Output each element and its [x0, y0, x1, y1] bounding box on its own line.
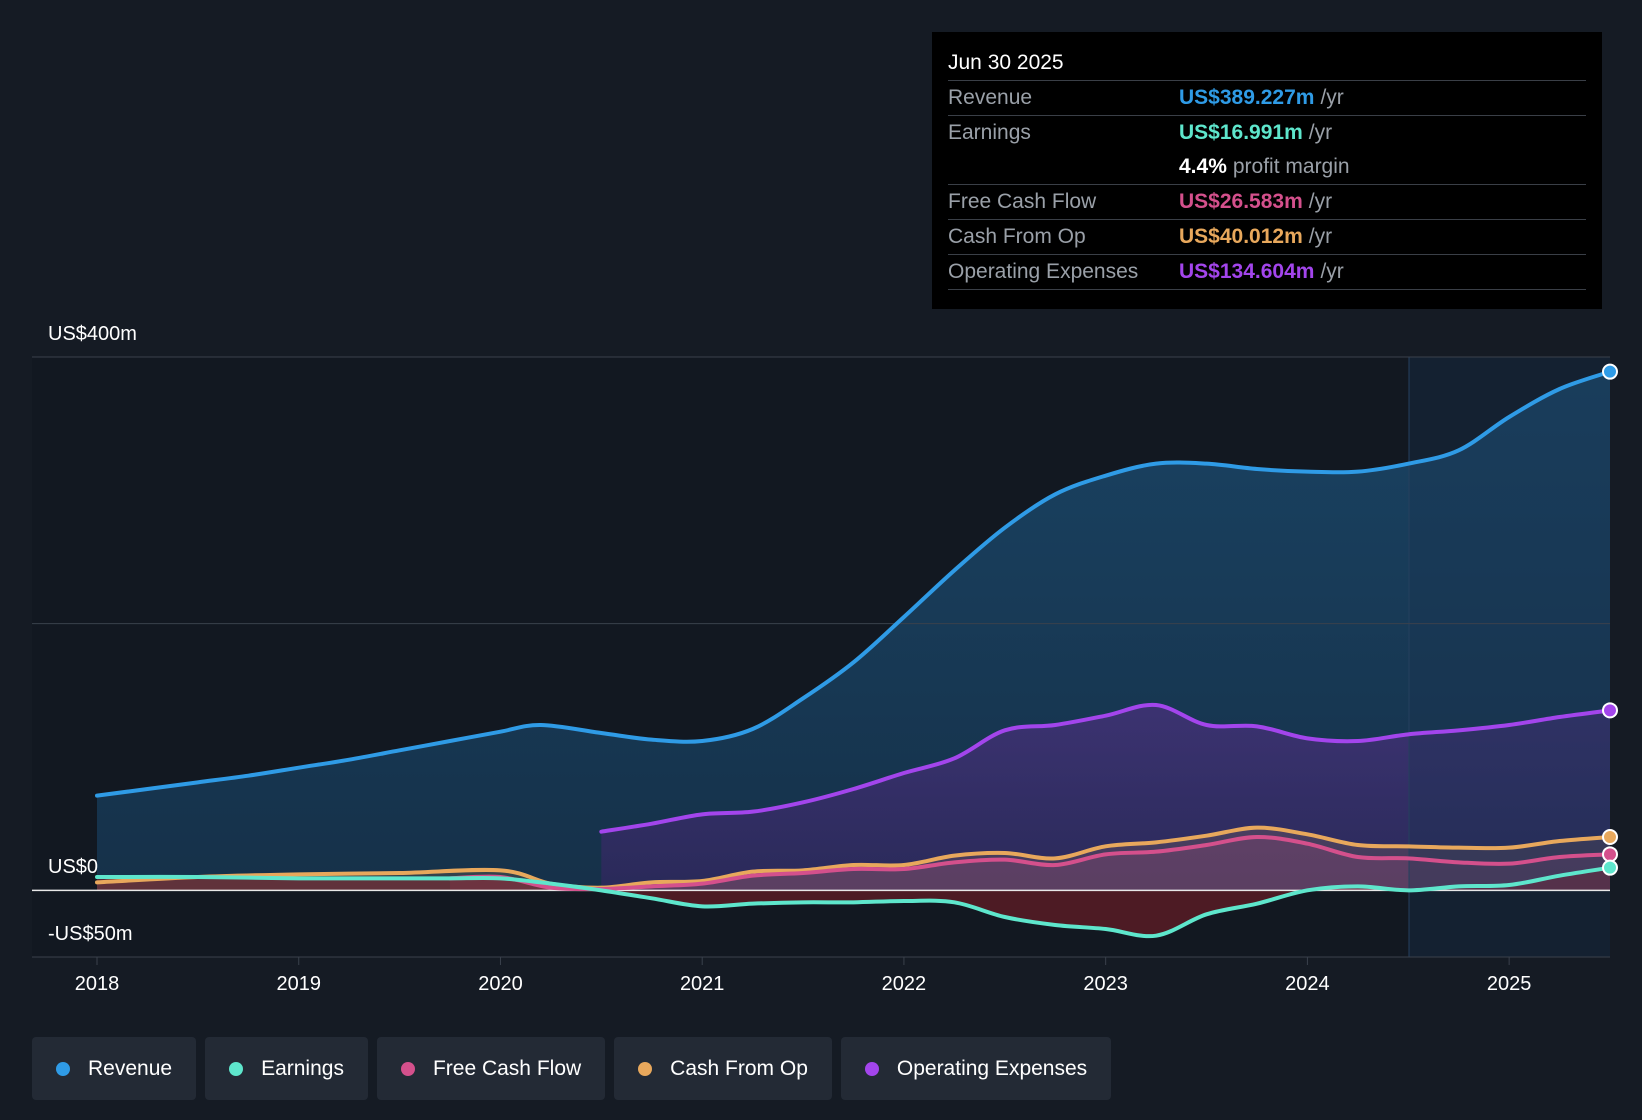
cash-from-op-area — [97, 827, 1610, 891]
series-end-dots — [1602, 363, 1618, 876]
operating-expenses-end-dot — [1602, 702, 1618, 719]
legend-dot-icon — [56, 1061, 70, 1076]
x-tick-label: 2018 — [75, 973, 120, 995]
x-tick-label: 2021 — [680, 973, 725, 995]
tooltip-label: Free Cash Flow — [948, 190, 1097, 213]
legend-item-earnings[interactable]: Earnings — [205, 1037, 368, 1100]
tooltip-row-profit-margin: 4.4% profit margin — [948, 150, 1586, 184]
legend-dot-icon — [864, 1061, 879, 1076]
tooltip-label: Operating Expenses — [948, 260, 1139, 283]
x-tick-label: 2024 — [1285, 973, 1330, 995]
tooltip-unit: /yr — [1320, 86, 1344, 109]
legend-dot-icon — [400, 1061, 415, 1076]
tooltip-value: US$40.012m — [1179, 225, 1303, 248]
forecast-shade — [1409, 357, 1610, 957]
x-tick-label: 2025 — [1487, 973, 1532, 995]
chart-area: US$400m US$0 -US$50m 2018 2019 2020 2021 202… — [32, 323, 1618, 995]
legend-item-free-cash-flow[interactable]: Free Cash Flow — [376, 1037, 606, 1100]
tooltip-value: 4.4% — [1179, 155, 1227, 178]
y-label-top: US$400m — [48, 323, 137, 345]
tooltip-row-operating-expenses: Operating Expenses US$134.604m /yr — [948, 255, 1586, 290]
tooltip-panel: Jun 30 2025 Revenue US$389.227m /yr Earn… — [932, 32, 1602, 309]
gridlines — [32, 356, 1610, 958]
legend-dot-icon — [229, 1061, 244, 1076]
cash-from-op-end-dot — [1602, 829, 1618, 845]
tooltip-unit: /yr — [1308, 121, 1333, 144]
y-axis: US$400m US$0 -US$50m — [48, 323, 137, 945]
tooltip-row-earnings: Earnings US$16.991m /yr — [948, 116, 1586, 150]
tooltip-value: US$26.583m — [1179, 190, 1303, 213]
y-label-zero: US$0 — [48, 856, 98, 878]
tooltip-label: Earnings — [948, 121, 1031, 144]
y-label-bottom: -US$50m — [48, 923, 132, 945]
x-tick-label: 2019 — [276, 973, 321, 995]
series-lines — [95, 369, 1612, 939]
tooltip-value: US$389.227m — [1179, 86, 1315, 109]
tooltip-row-cash-from-op: Cash From Op US$40.012m /yr — [948, 220, 1586, 255]
legend-label: Free Cash Flow — [432, 1056, 582, 1080]
legend-item-cash-from-op[interactable]: Cash From Op — [614, 1037, 832, 1100]
operating-expenses-line — [599, 702, 1612, 834]
free-cash-flow-end-dot — [1602, 846, 1618, 863]
legend: Revenue Earnings Free Cash Flow Cash Fro… — [32, 1037, 1112, 1100]
tooltip-unit: /yr — [1308, 190, 1333, 213]
tooltip-unit: /yr — [1308, 225, 1333, 248]
free-cash-flow-line — [448, 834, 1612, 892]
legend-item-revenue[interactable]: Revenue — [32, 1037, 197, 1100]
legend-item-operating-expenses[interactable]: Operating Expenses — [840, 1037, 1112, 1100]
earnings-line — [95, 865, 1612, 939]
x-tick-label: 2023 — [1083, 973, 1128, 995]
tooltip-label: Cash From Op — [948, 225, 1086, 248]
legend-label: Revenue — [88, 1056, 173, 1080]
cash-from-op-line — [95, 825, 1612, 890]
tooltip-label: Revenue — [948, 86, 1033, 109]
tooltip-unit: profit margin — [1232, 155, 1350, 178]
revenue-end-dot — [1602, 363, 1618, 380]
tooltip-row-revenue: Revenue US$389.227m /yr — [948, 81, 1586, 116]
tooltip-unit: /yr — [1320, 260, 1344, 283]
x-tick-label: 2020 — [478, 973, 523, 995]
x-axis: 2018 2019 2020 2021 2022 2023 2024 2025 — [75, 957, 1532, 995]
legend-label: Cash From Op — [670, 1056, 808, 1080]
earnings-end-dot — [1602, 859, 1618, 876]
legend-label: Earnings — [261, 1056, 344, 1080]
legend-label: Operating Expenses — [896, 1056, 1088, 1080]
revenue-line — [95, 369, 1612, 798]
x-tick-label: 2022 — [882, 973, 927, 995]
tooltip-value: US$16.991m — [1179, 121, 1303, 144]
tooltip-date: Jun 30 2025 — [948, 46, 1586, 81]
legend-dot-icon — [638, 1061, 653, 1076]
tooltip-value: US$134.604m — [1179, 260, 1315, 283]
tooltip-label — [948, 150, 1179, 184]
tooltip-row-free-cash-flow: Free Cash Flow US$26.583m /yr — [948, 184, 1586, 220]
